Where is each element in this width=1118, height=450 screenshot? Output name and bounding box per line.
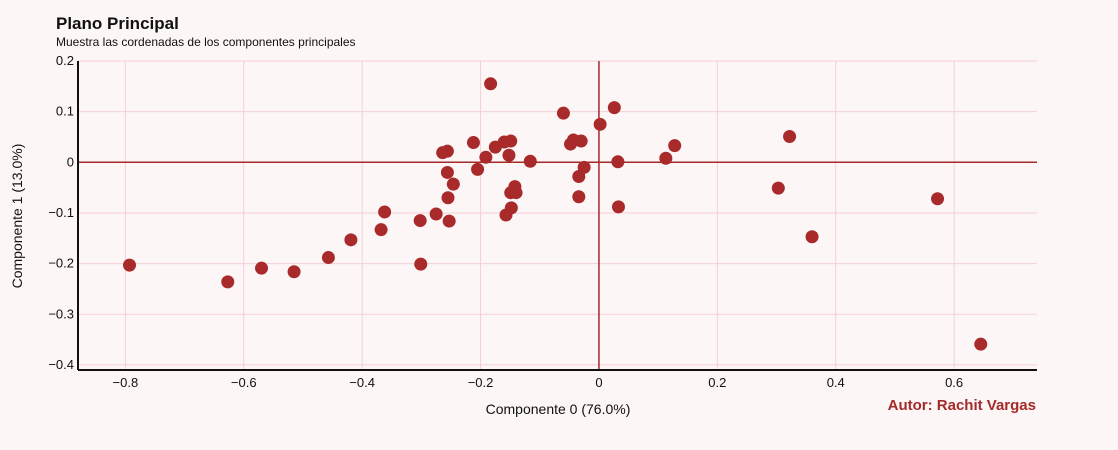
x-tick-label: 0.4 (827, 375, 845, 390)
chart-subtitle: Muestra las cordenadas de los componente… (56, 35, 356, 49)
data-point (504, 134, 518, 148)
data-point (504, 201, 518, 215)
data-point (509, 186, 523, 200)
data-point (414, 257, 428, 271)
data-points (123, 77, 988, 351)
data-point (659, 151, 673, 165)
data-point (607, 101, 621, 115)
data-point (479, 150, 493, 164)
data-point (611, 155, 625, 169)
data-point (221, 275, 235, 289)
x-tick-label: 0.2 (708, 375, 726, 390)
y-axis-title: Componente 1 (13.0%) (9, 144, 25, 289)
data-point (123, 258, 137, 272)
y-tick-label: −0.3 (48, 306, 74, 321)
x-tick-label: 0 (595, 375, 602, 390)
y-tick-label: 0 (67, 154, 74, 169)
x-tick-label: −0.2 (468, 375, 494, 390)
data-point (440, 144, 454, 158)
data-point (611, 200, 625, 214)
y-tick-label: 0.1 (56, 104, 74, 119)
data-point (668, 139, 682, 153)
data-point (321, 251, 335, 265)
data-point (429, 207, 443, 221)
data-point (805, 230, 819, 244)
data-point (255, 261, 269, 275)
data-point (471, 162, 485, 176)
x-tick-label: −0.6 (231, 375, 257, 390)
x-tick-label: −0.4 (349, 375, 375, 390)
y-tick-label: −0.2 (48, 256, 74, 271)
tick-labels: −0.8 −0.6 −0.4 −0.2 0 0.2 0.4 0.6 0.2 0.1 0 −0.1 −0.… (48, 53, 963, 390)
data-point (378, 205, 392, 219)
x-axis-title: Componente 0 (76.0%) (486, 401, 631, 417)
data-point (574, 134, 588, 148)
data-point (466, 136, 480, 150)
data-point (974, 337, 988, 351)
data-point (572, 190, 586, 204)
data-point (771, 181, 785, 195)
data-point (446, 177, 460, 191)
data-point (556, 106, 570, 120)
y-tick-label: −0.4 (48, 357, 74, 372)
data-point (440, 165, 454, 179)
x-tick-label: −0.8 (113, 375, 139, 390)
data-point (523, 154, 537, 168)
data-point (442, 214, 456, 228)
x-tick-label: 0.6 (945, 375, 963, 390)
author-annotation: Autor: Rachit Vargas (888, 397, 1036, 414)
data-point (931, 192, 945, 206)
data-point (441, 191, 455, 205)
data-point (287, 265, 301, 279)
data-point (593, 117, 607, 131)
data-point (484, 77, 498, 91)
y-tick-label: −0.1 (48, 205, 74, 220)
axes (77, 61, 1037, 371)
chart-title: Plano Principal (56, 14, 179, 33)
reference-lines (78, 61, 1037, 370)
data-point (502, 148, 516, 162)
y-tick-label: 0.2 (56, 53, 74, 68)
data-point (783, 129, 797, 143)
data-point (374, 223, 388, 237)
data-point (577, 160, 591, 174)
data-point (413, 214, 427, 228)
data-point (344, 233, 358, 247)
